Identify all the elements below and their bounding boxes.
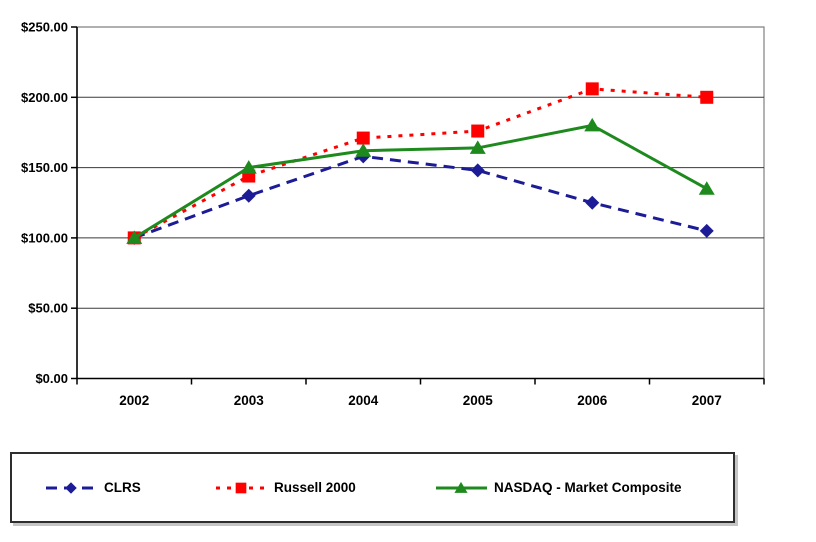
- diamond-marker: [241, 188, 256, 203]
- y-tick-label: $150.00: [21, 160, 68, 175]
- chart-legend: CLRS Russell 2000 NASDAQ - Market Compos…: [10, 452, 735, 523]
- triangle-marker: [469, 140, 486, 154]
- x-tick-label: 2004: [348, 393, 379, 408]
- legend-entry-clrs: CLRS: [45, 479, 141, 497]
- clrs-dashed-diamond-line-icon: [45, 479, 99, 497]
- triangle-marker: [355, 143, 372, 157]
- series-clrs: [127, 149, 714, 245]
- y-tick-label: $200.00: [21, 90, 68, 105]
- legend-label-russell-2000: Russell 2000: [274, 480, 356, 495]
- gridlines: [77, 96, 764, 309]
- legend-entry-russell-2000: Russell 2000: [215, 479, 356, 497]
- triangle-marker: [698, 181, 715, 195]
- chart-canvas: $0.00 $50.00 $100.00 $150.00 $200.00 $250.00 2…: [21, 20, 765, 408]
- diamond-marker: [65, 481, 77, 494]
- triangle-marker: [454, 481, 468, 493]
- square-marker: [700, 90, 714, 104]
- square-marker: [585, 82, 599, 96]
- diamond-marker: [699, 223, 714, 238]
- y-tick-label: $0.00: [35, 371, 68, 386]
- nasdaq-solid-triangle-line-icon: [435, 479, 489, 497]
- square-marker: [356, 131, 370, 145]
- x-tick-label: 2002: [119, 393, 149, 408]
- x-tick-label: 2007: [692, 393, 722, 408]
- y-tick-label: $50.00: [28, 301, 68, 316]
- x-tick-label: 2005: [463, 393, 494, 408]
- series-russell-2000: [127, 82, 714, 245]
- legend-label-nasdaq: NASDAQ - Market Composite: [494, 480, 682, 495]
- x-tick-label: 2003: [234, 393, 265, 408]
- axes: $0.00 $50.00 $100.00 $150.00 $200.00 $250.00 2…: [21, 20, 765, 408]
- triangle-marker: [240, 160, 257, 174]
- diamond-marker: [585, 195, 600, 210]
- legend-label-clrs: CLRS: [104, 480, 141, 495]
- y-tick-label: $100.00: [21, 230, 68, 245]
- square-marker: [471, 124, 485, 138]
- plot-border: [77, 26, 765, 379]
- square-marker: [235, 482, 247, 493]
- russell-dotted-square-line-icon: [215, 479, 269, 497]
- x-tick-label: 2006: [577, 393, 608, 408]
- triangle-marker: [584, 117, 601, 132]
- series-nasdaq-market-composite: [126, 117, 715, 244]
- triangle-marker: [126, 230, 143, 244]
- legend-entry-nasdaq: NASDAQ - Market Composite: [435, 479, 682, 497]
- y-tick-label: $250.00: [21, 20, 68, 35]
- diamond-marker: [470, 163, 485, 178]
